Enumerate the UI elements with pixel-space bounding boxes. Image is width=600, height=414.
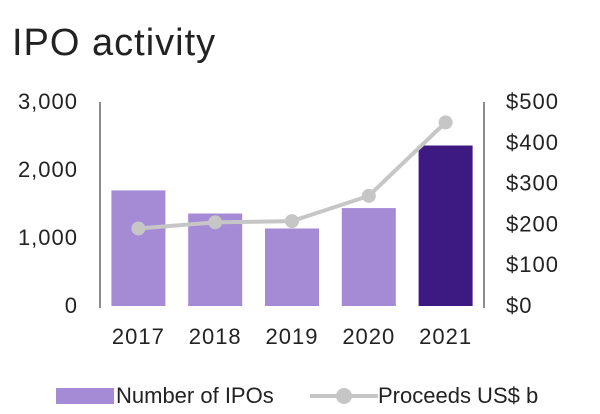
right-tick-label: $300: [506, 171, 559, 196]
left-tick-label: 0: [65, 293, 78, 318]
proceeds-point-2018: [208, 215, 223, 230]
right-tick-label: $100: [506, 252, 559, 277]
x-tick-label-2018: 2018: [189, 324, 242, 349]
left-tick-label: 1,000: [18, 225, 78, 250]
legend-label-proceeds: Proceeds US$ b: [378, 383, 539, 408]
bar-2017: [111, 190, 166, 306]
bar-2020: [341, 208, 396, 306]
left-tick-label: 2,000: [18, 157, 78, 182]
right-tick-label: $0: [506, 293, 532, 318]
chart-title: IPO activity: [12, 22, 217, 64]
proceeds-point-2020: [361, 188, 376, 203]
proceeds-point-2017: [131, 221, 146, 236]
x-tick-label-2021: 2021: [419, 324, 472, 349]
legend-item-number-of-ipos: Number of IPOs: [56, 378, 274, 414]
bar-2021: [418, 145, 473, 306]
proceeds-line: [138, 120, 447, 231]
proceeds-point-2021: [438, 115, 453, 130]
x-tick-label-2020: 2020: [342, 324, 395, 349]
legend-bar-swatch: [56, 388, 114, 404]
right-tick-label: $200: [506, 211, 559, 236]
proceeds-point-2019: [285, 214, 299, 229]
legend-line-swatch: [310, 386, 378, 406]
left-tick-label: 3,000: [18, 89, 78, 114]
legend: Number of IPOs Proceeds US$ b: [56, 378, 596, 414]
bar-2019: [265, 228, 319, 306]
chart-plot: 0 1,000 2,000 3,000 $0 $100 $200 $300 $400 $500 20…: [18, 89, 559, 349]
right-tick-label: $400: [506, 130, 559, 155]
legend-label-number-of-ipos: Number of IPOs: [116, 383, 274, 408]
legend-item-proceeds: Proceeds US$ b: [310, 378, 538, 414]
right-tick-label: $500: [506, 89, 559, 114]
x-tick-label-2017: 2017: [112, 324, 165, 349]
x-tick-label-2019: 2019: [266, 324, 319, 349]
